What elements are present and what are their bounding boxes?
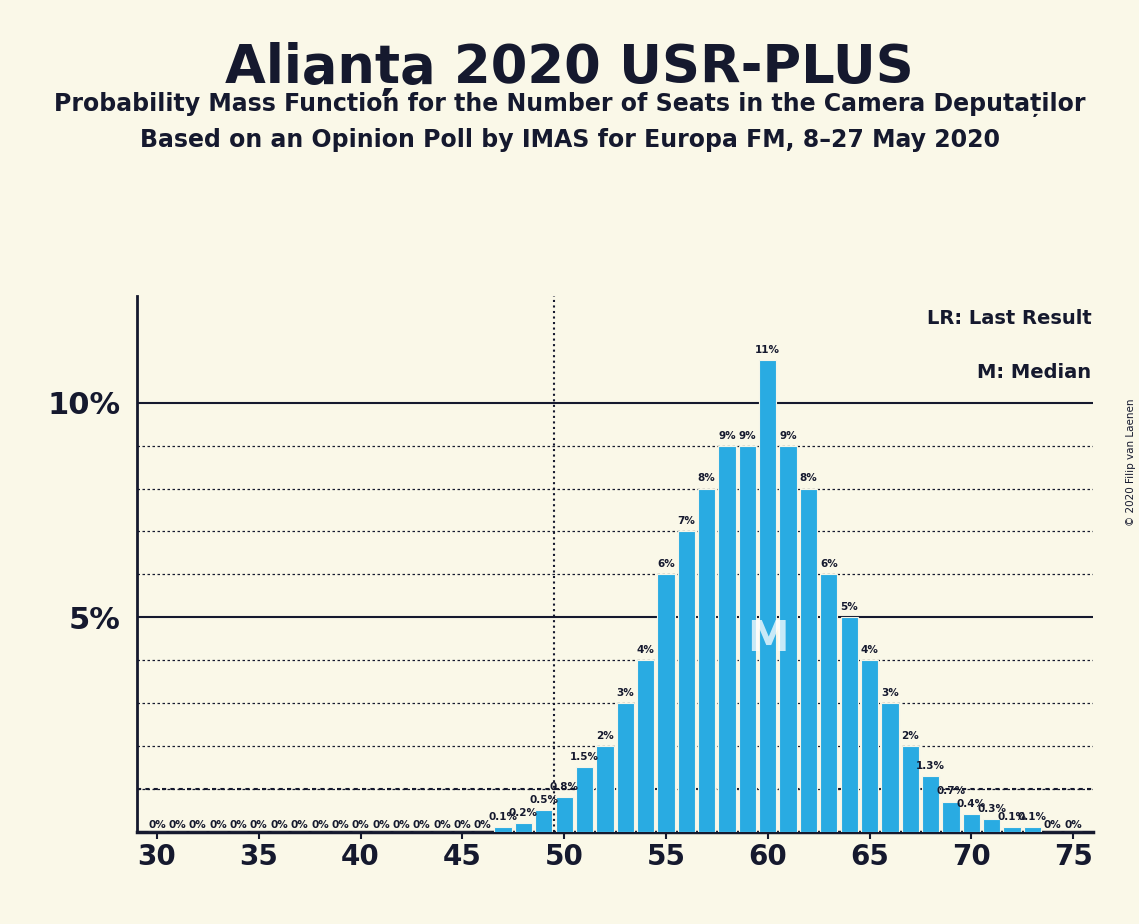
Text: © 2020 Filip van Laenen: © 2020 Filip van Laenen xyxy=(1125,398,1136,526)
Text: 0%: 0% xyxy=(270,820,288,830)
Text: 6%: 6% xyxy=(820,559,837,569)
Bar xyxy=(698,489,715,832)
Text: 0.5%: 0.5% xyxy=(530,795,558,805)
Bar xyxy=(983,819,1000,832)
Bar xyxy=(657,575,674,832)
Text: 0.8%: 0.8% xyxy=(550,782,579,792)
Bar xyxy=(678,531,695,832)
Bar xyxy=(596,746,614,832)
Bar xyxy=(779,445,797,832)
Text: 0%: 0% xyxy=(230,820,247,830)
Text: 0.2%: 0.2% xyxy=(509,808,538,818)
Text: 0%: 0% xyxy=(249,820,268,830)
Text: 0.3%: 0.3% xyxy=(977,804,1006,814)
Text: 1.3%: 1.3% xyxy=(916,760,945,771)
Bar xyxy=(494,827,511,832)
Text: 0%: 0% xyxy=(331,820,350,830)
Text: 0%: 0% xyxy=(148,820,166,830)
Bar xyxy=(739,445,756,832)
Text: Based on an Opinion Poll by IMAS for Europa FM, 8–27 May 2020: Based on an Opinion Poll by IMAS for Eur… xyxy=(139,128,1000,152)
Text: 4%: 4% xyxy=(861,645,878,655)
Bar xyxy=(576,767,593,832)
Text: 0.1%: 0.1% xyxy=(1018,812,1047,822)
Text: 5%: 5% xyxy=(841,602,858,612)
Text: 9%: 9% xyxy=(719,431,736,441)
Text: 1.5%: 1.5% xyxy=(570,752,599,762)
Text: 0%: 0% xyxy=(1043,820,1062,830)
Bar xyxy=(1003,827,1021,832)
Text: 11%: 11% xyxy=(755,345,780,355)
Text: 0%: 0% xyxy=(210,820,227,830)
Bar xyxy=(921,776,940,832)
Text: Probability Mass Function for the Number of Seats in the Camera Deputaților: Probability Mass Function for the Number… xyxy=(54,92,1085,117)
Text: LR: Last Result: LR: Last Result xyxy=(927,310,1091,328)
Text: 2%: 2% xyxy=(901,731,919,741)
Text: 4%: 4% xyxy=(637,645,655,655)
Bar xyxy=(759,360,777,832)
Text: 2%: 2% xyxy=(596,731,614,741)
Text: 0%: 0% xyxy=(433,820,451,830)
Text: 0%: 0% xyxy=(352,820,369,830)
Bar xyxy=(800,489,817,832)
Bar xyxy=(962,814,980,832)
Text: 0.4%: 0.4% xyxy=(957,799,986,809)
Bar xyxy=(820,575,837,832)
Text: 0.1%: 0.1% xyxy=(489,812,517,822)
Text: 3%: 3% xyxy=(880,687,899,698)
Bar xyxy=(719,445,736,832)
Bar xyxy=(616,703,634,832)
Text: 0%: 0% xyxy=(311,820,329,830)
Bar xyxy=(1024,827,1041,832)
Text: 9%: 9% xyxy=(779,431,797,441)
Bar xyxy=(556,797,573,832)
Text: 3%: 3% xyxy=(616,687,634,698)
Bar xyxy=(882,703,899,832)
Bar xyxy=(637,660,654,832)
Text: 8%: 8% xyxy=(800,473,818,483)
Text: 0%: 0% xyxy=(412,820,431,830)
Text: 7%: 7% xyxy=(678,517,695,527)
Text: M: Median: M: Median xyxy=(977,363,1091,382)
Text: 0%: 0% xyxy=(474,820,492,830)
Text: 0%: 0% xyxy=(290,820,309,830)
Bar xyxy=(861,660,878,832)
Text: 0%: 0% xyxy=(169,820,187,830)
Text: 0.1%: 0.1% xyxy=(998,812,1026,822)
Text: 0%: 0% xyxy=(453,820,472,830)
Bar xyxy=(841,617,858,832)
Text: 0.7%: 0.7% xyxy=(936,786,966,796)
Text: Alianța 2020 USR-PLUS: Alianța 2020 USR-PLUS xyxy=(226,42,913,95)
Bar xyxy=(902,746,919,832)
Bar xyxy=(535,810,552,832)
Text: 0%: 0% xyxy=(189,820,206,830)
Bar xyxy=(515,823,532,832)
Text: 6%: 6% xyxy=(657,559,674,569)
Bar xyxy=(942,802,959,832)
Text: 8%: 8% xyxy=(698,473,715,483)
Text: 9%: 9% xyxy=(738,431,756,441)
Text: 0%: 0% xyxy=(372,820,390,830)
Text: 0%: 0% xyxy=(393,820,410,830)
Text: 0%: 0% xyxy=(1064,820,1082,830)
Text: M: M xyxy=(747,617,788,660)
